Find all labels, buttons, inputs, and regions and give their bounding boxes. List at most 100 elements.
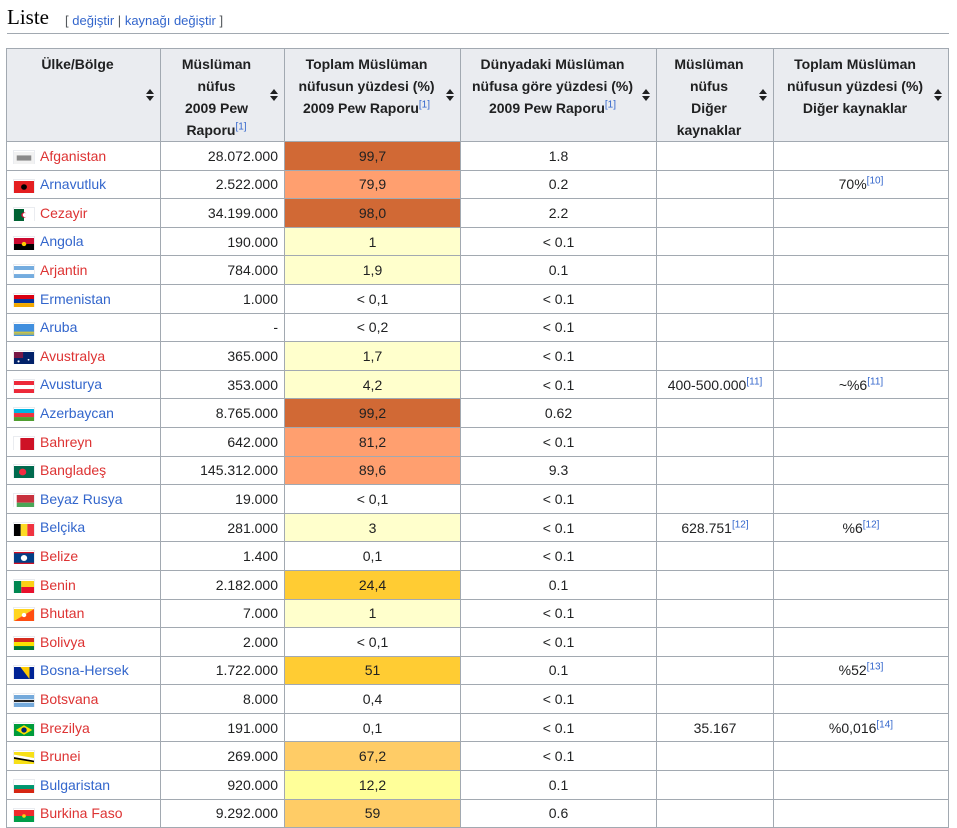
header-label-line: 2009 Pew Raporu: [488, 100, 605, 116]
other-population-cell: [656, 226, 774, 257]
flag-icon: [13, 407, 35, 422]
reference-link[interactable]: [11]: [867, 375, 884, 387]
edit-source-link[interactable]: kaynağı değiştir: [124, 13, 216, 28]
country-link[interactable]: Bhutan: [40, 605, 85, 622]
other-population-cell: [656, 198, 774, 228]
country-link[interactable]: Angola: [40, 233, 84, 250]
country-link[interactable]: Ermenistan: [40, 290, 111, 307]
header-label-line: nüfusun yüzdesi (%): [298, 78, 435, 94]
country-link[interactable]: Cezayir: [40, 204, 88, 221]
country-link[interactable]: Benin: [40, 576, 76, 593]
country-link[interactable]: Arjantin: [40, 262, 88, 279]
pew-percent-cell: 81,2: [284, 426, 461, 457]
country-link[interactable]: Aruba: [40, 319, 78, 336]
country-link[interactable]: Beyaz Rusya: [40, 490, 123, 507]
country-cell: Beyaz Rusya: [6, 484, 161, 514]
sort-icon[interactable]: [642, 89, 650, 101]
country-link[interactable]: Belçika: [40, 519, 86, 536]
other-population-cell: 35.167: [656, 712, 774, 743]
pew-population-cell: 1.722.000: [160, 655, 285, 686]
other-population-cell: [656, 627, 774, 657]
country-link[interactable]: Bangladeş: [40, 462, 107, 479]
pew-population-cell: 145.312.000: [160, 455, 285, 486]
table-body: Afganistan 28.072.000 99,7 1.8 Arnavutluk 2.5…: [6, 141, 949, 828]
sort-icon[interactable]: [759, 89, 767, 101]
reference-link[interactable]: [1]: [604, 99, 617, 111]
other-population-cell: [656, 341, 774, 371]
country-cell: Bulgaristan: [6, 770, 161, 800]
pew-population-cell: 365.000: [160, 341, 285, 371]
country-cell: Avusturya: [6, 369, 161, 400]
pew-population-cell: 2.182.000: [160, 569, 285, 600]
reference-link[interactable]: [10]: [866, 175, 884, 187]
country-link[interactable]: Bahreyn: [40, 433, 93, 450]
country-link[interactable]: Brezilya: [40, 719, 90, 736]
world-percent-cell: 9.3: [460, 455, 657, 486]
country-cell: Arjantin: [6, 255, 161, 285]
other-population-cell: [656, 398, 774, 428]
table-row: Ermenistan 1.000 < 0,1 < 0.1: [6, 283, 949, 314]
reference-link[interactable]: [13]: [866, 661, 884, 673]
header-pew-world-percent[interactable]: Dünyadaki Müslüman nüfusa göre yüzdesi (%…: [460, 48, 657, 142]
sort-icon[interactable]: [146, 89, 154, 101]
world-percent-cell: 0.62: [460, 398, 657, 428]
country-link[interactable]: Bosna-Hersek: [40, 662, 129, 679]
other-percent-cell: [773, 398, 949, 428]
other-percent-cell: [773, 141, 949, 171]
world-percent-cell: < 0.1: [460, 541, 657, 571]
flag-icon: [13, 149, 35, 164]
reference-link[interactable]: [12]: [862, 518, 880, 530]
other-percent-cell: [773, 798, 949, 828]
header-label-line: nüfus: [197, 78, 236, 94]
reference-link[interactable]: [14]: [876, 719, 894, 731]
table-row: Avusturya 353.000 4,2 < 0.1 400-500.000[11] ~…: [6, 369, 949, 400]
table-row: Avustralya 365.000 1,7 < 0.1: [6, 341, 949, 371]
country-link[interactable]: Burkina Faso: [40, 805, 123, 822]
pew-percent-cell: 1: [284, 226, 461, 257]
sort-icon[interactable]: [934, 89, 942, 101]
edit-link[interactable]: değiştir: [72, 13, 115, 28]
header-pew-population[interactable]: Müslüman nüfus 2009 Pew Raporu[1]: [160, 48, 285, 142]
country-link[interactable]: Bolivya: [40, 633, 86, 650]
header-label-line: 2009 Pew Raporu: [302, 100, 419, 116]
table-row: Burkina Faso 9.292.000 59 0.6: [6, 798, 949, 828]
country-link[interactable]: Brunei: [40, 748, 81, 765]
country-link[interactable]: Afganistan: [40, 147, 107, 164]
table-row: Bangladeş 145.312.000 89,6 9.3: [6, 455, 949, 486]
country-link[interactable]: Arnavutluk: [40, 176, 107, 193]
country-cell: Bahreyn: [6, 426, 161, 457]
header-other-percent[interactable]: Toplam Müslüman nüfusun yüzdesi (%) Diğer …: [773, 48, 949, 142]
header-label: Müslüman nüfus Diğer kaynaklar: [663, 53, 767, 141]
sort-icon[interactable]: [446, 89, 454, 101]
flag-icon: [13, 321, 35, 336]
flag-icon: [13, 350, 35, 365]
header-country[interactable]: Ülke/Bölge: [6, 48, 161, 142]
other-population-cell: [656, 255, 774, 285]
header-other-population[interactable]: Müslüman nüfus Diğer kaynaklar: [656, 48, 774, 142]
world-percent-cell: < 0.1: [460, 712, 657, 743]
other-population-cell: 400-500.000[11]: [656, 369, 774, 400]
pew-population-cell: 2.522.000: [160, 169, 285, 200]
reference-link[interactable]: [11]: [746, 375, 763, 387]
country-link[interactable]: Avustralya: [40, 347, 106, 364]
other-percent-cell: ~%6[11]: [773, 369, 949, 400]
other-population-cell: [656, 569, 774, 600]
flag-icon: [13, 378, 35, 393]
country-link[interactable]: Botsvana: [40, 690, 99, 707]
country-link[interactable]: Belize: [40, 547, 79, 564]
table-row: Bahreyn 642.000 81,2 < 0.1: [6, 426, 949, 457]
table-row: Brunei 269.000 67,2 < 0.1: [6, 741, 949, 772]
flag-icon: [13, 550, 35, 565]
header-pew-percent[interactable]: Toplam Müslüman nüfusun yüzdesi (%) 2009 P…: [284, 48, 461, 142]
reference-link[interactable]: [1]: [235, 121, 247, 133]
flag-icon: [13, 464, 35, 479]
sort-icon[interactable]: [270, 89, 278, 101]
reference-link[interactable]: [12]: [731, 518, 749, 530]
world-percent-cell: 2.2: [460, 198, 657, 228]
country-cell: Angola: [6, 226, 161, 257]
country-link[interactable]: Bulgaristan: [40, 776, 111, 793]
header-label-line: Toplam Müslüman: [305, 56, 428, 72]
reference-link[interactable]: [1]: [418, 99, 431, 111]
country-link[interactable]: Avusturya: [40, 376, 102, 393]
country-link[interactable]: Azerbaycan: [40, 404, 114, 421]
